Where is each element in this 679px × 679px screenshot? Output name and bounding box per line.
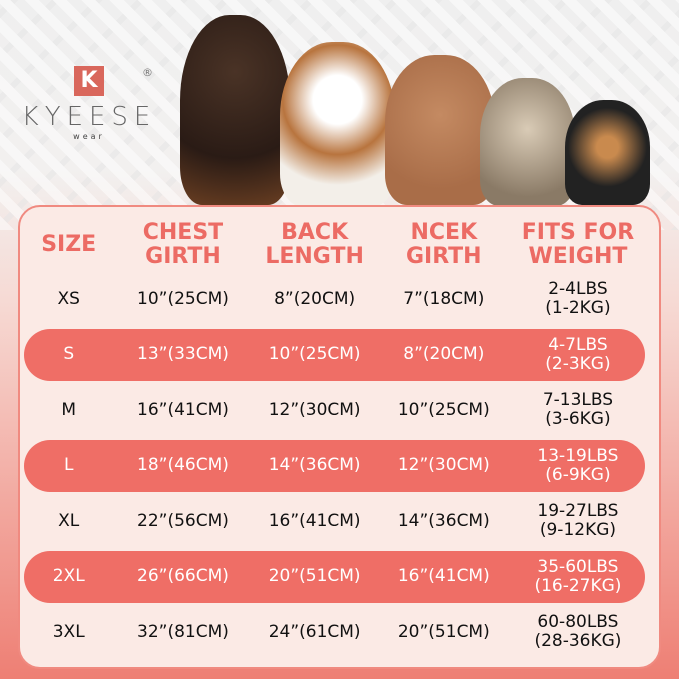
cell-chest: 26”(66CM): [137, 566, 229, 586]
cell-back: 10”(25CM): [268, 344, 361, 364]
brand-name: KYEESE: [21, 102, 157, 132]
kyeese-logo: ® K KYEESE wear: [14, 66, 164, 141]
cell-back: 20”(51CM): [268, 566, 361, 586]
table-row-m: M 16”(41CM) 12”(30CM) 10”(25CM) 7-13LBS(…: [24, 384, 645, 436]
cell-neck: 8”(20CM): [403, 344, 485, 364]
table-header: SIZE CHEST GIRTH BACK LENGTH NCEK GIRTH FIT…: [24, 217, 645, 273]
cell-chest: 22”(56CM): [137, 510, 229, 531]
cell-weight: 4-7LBS (2-3KG): [545, 334, 611, 374]
cell-neck: 10”(25CM): [397, 399, 490, 420]
header-back-length: BACK LENGTH: [265, 220, 364, 269]
cell-neck: 12”(30CM): [397, 455, 490, 475]
cell-weight: 19-27LBS (9-12KG): [537, 501, 619, 540]
cell-weight: 7-13LBS (3-6KG): [542, 390, 614, 429]
header-neck-girth: NCEK GIRTH: [405, 220, 482, 269]
cell-neck: 20”(51CM): [397, 621, 490, 642]
cell-back: 8”(20CM): [274, 288, 356, 309]
cell-chest: 32”(81CM): [137, 621, 229, 642]
brand-sub: wear: [73, 132, 105, 141]
beagle-image: [280, 42, 395, 207]
cell-size: 3XL: [52, 621, 85, 642]
table-row-3xl: 3XL 32”(81CM) 24”(61CM) 20”(51CM) 60-80L…: [24, 606, 645, 658]
chihuahua-image: [565, 100, 650, 205]
cell-weight: 2-4LBS (1-2KG): [545, 279, 611, 318]
cell-size: M: [61, 399, 77, 420]
table-row-xl: XL 22”(56CM) 16”(41CM) 14”(36CM) 19-27LB…: [24, 495, 645, 547]
cell-weight: 35-60LBS (16-27KG): [534, 556, 622, 596]
header-size: SIZE: [41, 232, 97, 257]
table-row-xs: XS 10”(25CM) 8”(20CM) 7”(18CM) 2-4LBS (1-…: [24, 273, 645, 325]
table-row-l: L 18”(46CM) 14”(36CM) 12”(30CM) 13-19LBS…: [24, 439, 645, 492]
cell-neck: 16”(41CM): [397, 566, 490, 586]
cell-size: 2XL: [52, 566, 85, 586]
header-weight: FITS FOR WEIGHT: [521, 220, 635, 269]
header-chest-girth: CHEST GIRTH: [142, 220, 224, 269]
schnauzer-image: [480, 78, 575, 206]
cell-back: 12”(30CM): [268, 399, 361, 420]
table-row-2xl: 2XL 26”(66CM) 20”(51CM) 16”(41CM) 35-60L…: [24, 550, 645, 603]
cell-back: 24”(61CM): [268, 621, 361, 642]
logo-mark: K: [74, 66, 104, 96]
cell-weight: 60-80LBS (28-36KG): [534, 612, 622, 651]
poodle-image: [385, 55, 495, 205]
cell-chest: 18”(46CM): [137, 455, 229, 475]
cell-size: XL: [58, 510, 80, 531]
cell-chest: 10”(25CM): [137, 288, 229, 309]
cell-size: XS: [57, 288, 80, 309]
cell-neck: 14”(36CM): [397, 510, 490, 531]
doberman-image: [180, 15, 290, 205]
cell-chest: 16”(41CM): [137, 399, 229, 420]
cell-chest: 13”(33CM): [137, 344, 229, 364]
table-row-s: S 13”(33CM) 10”(25CM) 8”(20CM) 4-7LBS (2-…: [24, 328, 645, 381]
cell-size: S: [63, 344, 75, 364]
size-chart-table: SIZE CHEST GIRTH BACK LENGTH NCEK GIRTH FIT…: [18, 205, 661, 669]
registered-mark: ®: [142, 66, 153, 79]
cell-neck: 7”(18CM): [403, 288, 485, 309]
cell-weight: 13-19LBS (6-9KG): [537, 445, 619, 485]
cell-back: 16”(41CM): [268, 510, 361, 531]
cell-size: L: [63, 455, 74, 475]
cell-back: 14”(36CM): [268, 455, 361, 475]
